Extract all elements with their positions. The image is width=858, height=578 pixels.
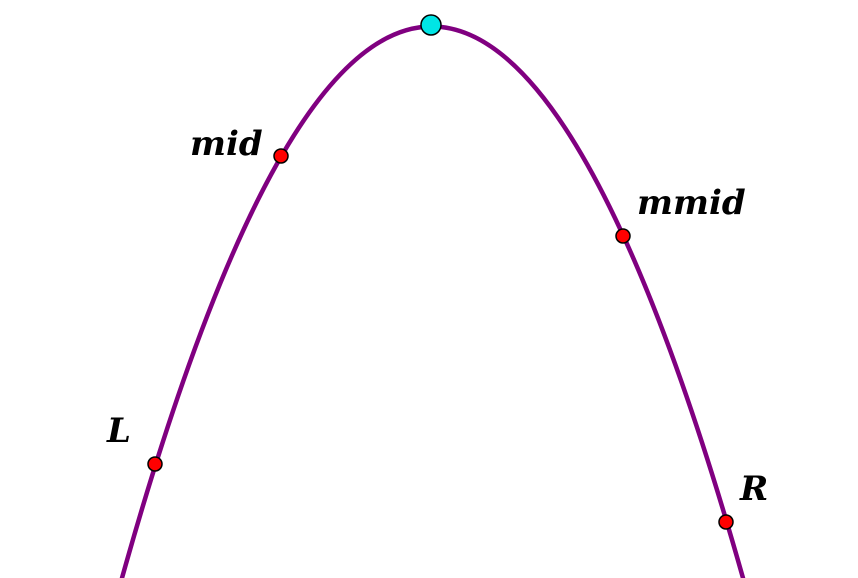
label-mid: mid — [190, 124, 263, 164]
vertex-point — [420, 14, 442, 36]
label-mmid: mmid — [637, 183, 746, 223]
point-R — [718, 514, 734, 530]
label-L: L — [106, 411, 131, 451]
point-mmid — [615, 228, 631, 244]
point-mid — [273, 148, 289, 164]
label-R: R — [739, 469, 768, 509]
parabola-curve — [119, 24, 746, 578]
point-L — [147, 456, 163, 472]
